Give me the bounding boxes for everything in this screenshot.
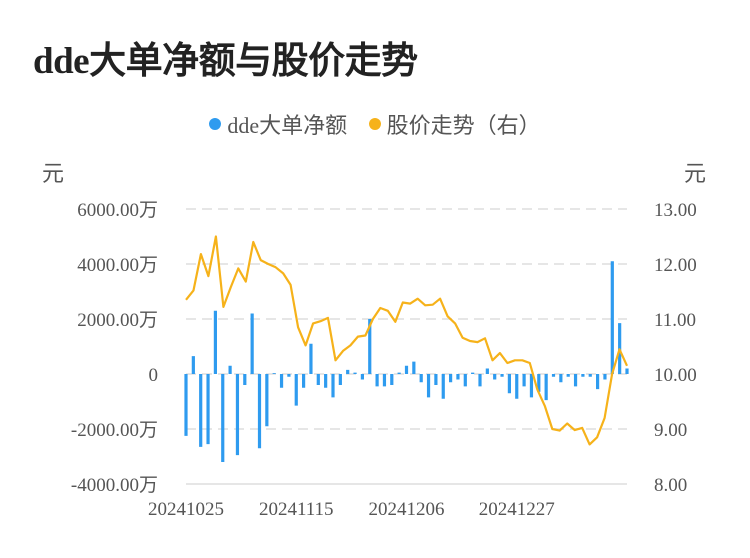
- legend-item-price[interactable]: 股价走势（右）: [368, 108, 541, 140]
- price-line: [185, 235, 629, 446]
- dde-bar: [434, 374, 438, 385]
- dde-bar: [596, 374, 600, 390]
- dde-bar: [272, 373, 276, 374]
- dde-bar: [625, 368, 629, 374]
- dde-bar: [566, 374, 570, 377]
- dde-bar: [419, 374, 423, 383]
- dde-bar: [324, 374, 328, 388]
- dde-bar: [360, 374, 364, 380]
- dde-bar: [404, 365, 409, 374]
- dde-bar: [529, 374, 534, 398]
- right-axis-tick: 13.00: [654, 200, 697, 221]
- dde-bar: [573, 374, 578, 387]
- dde-bar: [588, 374, 592, 377]
- chart-title: dde大单净额与股价走势: [33, 41, 418, 82]
- dde-bar: [213, 310, 217, 374]
- dde-bar: [412, 361, 416, 374]
- dde-bar: [287, 374, 291, 377]
- dde-bar: [184, 374, 188, 436]
- dde-bar: [478, 374, 482, 387]
- x-axis-tick: 20241025: [148, 499, 224, 520]
- dde-bar: [265, 374, 269, 427]
- left-axis-tick: 6000.00万: [77, 200, 158, 221]
- left-axis-tick: 2000.00万: [77, 310, 158, 331]
- dde-bar: [390, 374, 394, 385]
- dde-bar: [294, 374, 298, 406]
- dde-bar: [500, 374, 504, 377]
- dde-bar: [485, 368, 489, 374]
- dde-bar: [353, 372, 357, 374]
- dde-bar: [382, 374, 387, 387]
- x-axis-tick: 20241115: [259, 499, 334, 520]
- dde-bar: [375, 374, 379, 387]
- right-axis-tick: 11.00: [654, 310, 696, 331]
- dde-bar: [610, 261, 614, 374]
- left-axis-tick: 4000.00万: [77, 255, 158, 276]
- dde-bar: [507, 374, 511, 394]
- dde-bar: [221, 374, 225, 462]
- legend-label-price: 股价走势（右）: [386, 113, 541, 138]
- legend-label-dde: dde大单净额: [227, 113, 348, 138]
- x-axis-tick: 20241206: [369, 499, 445, 520]
- dde-bar: [581, 374, 585, 377]
- dde-bar: [199, 374, 203, 447]
- dde-bar: [279, 374, 284, 388]
- dde-bar: [368, 319, 372, 374]
- dde-bar: [515, 374, 519, 399]
- dde-bar: [603, 374, 607, 380]
- right-axis-tick: 9.00: [654, 420, 687, 441]
- left-axis-unit: 元: [42, 161, 65, 186]
- right-axis-tick: 10.00: [654, 365, 697, 386]
- dde-bar: [257, 374, 262, 449]
- dde-bar: [471, 372, 475, 374]
- left-axis-tick: 0: [149, 365, 159, 386]
- dde-bar: [235, 374, 240, 456]
- dde-bar: [346, 369, 350, 374]
- dde-bar: [302, 374, 306, 388]
- dde-bar: [426, 374, 431, 398]
- dde-bar: [397, 372, 401, 374]
- dde-bar: [250, 313, 254, 374]
- dde-bar: [243, 374, 247, 385]
- dde-bar: [537, 374, 541, 392]
- right-axis-unit: 元: [684, 161, 707, 186]
- dde-bar: [551, 374, 556, 377]
- right-axis-tick: 12.00: [654, 255, 697, 276]
- dde-bar: [316, 374, 320, 385]
- dde-bar: [449, 374, 453, 383]
- dde-bar: [456, 374, 460, 380]
- dde-bar: [522, 374, 526, 387]
- legend-dot-orange-icon: [368, 118, 381, 130]
- right-axis-tick: 8.00: [654, 475, 687, 496]
- dde-bar: [206, 374, 210, 445]
- dde-bar: [228, 365, 232, 374]
- dde-bar: [331, 374, 335, 398]
- dde-bar: [559, 374, 563, 383]
- left-axis-tick: -4000.00万: [71, 475, 158, 496]
- legend-dot-blue-icon: [209, 118, 222, 130]
- legend-item-dde[interactable]: dde大单净额: [209, 108, 347, 140]
- dde-bar: [191, 356, 195, 374]
- x-axis-tick: 20241227: [479, 499, 555, 520]
- dde-bar: [441, 374, 445, 399]
- dde-bar: [493, 374, 497, 380]
- dde-bar: [544, 374, 548, 401]
- dde-bar: [309, 343, 313, 374]
- legend: dde大单净额 股价走势（右）: [0, 108, 750, 140]
- left-axis-tick: -2000.00万: [71, 420, 158, 441]
- dde-bar: [338, 374, 342, 385]
- dde-bar: [463, 374, 467, 387]
